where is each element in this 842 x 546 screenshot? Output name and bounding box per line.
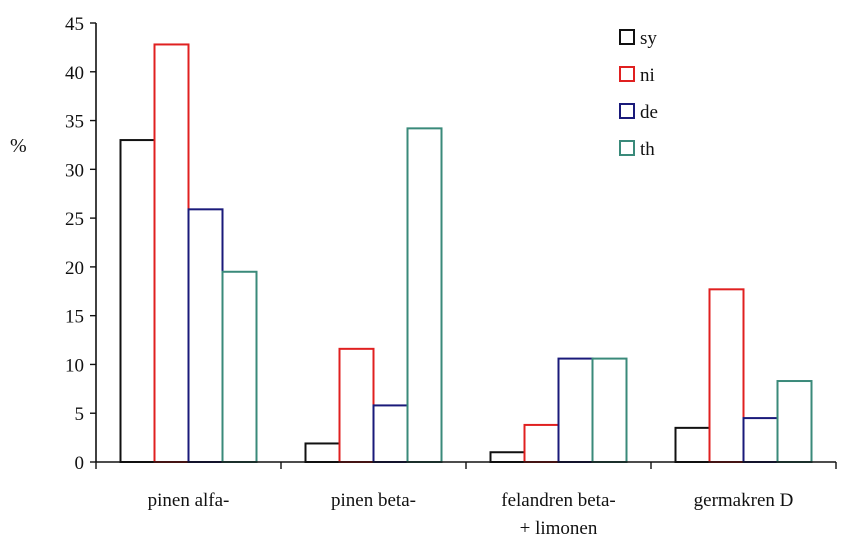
bar-ni-1 [153, 43, 190, 464]
bars [119, 43, 813, 464]
x-category-label: germakren D [694, 490, 794, 511]
bar-sy-3 [489, 451, 526, 464]
y-tick-label: 25 [65, 209, 84, 230]
legend-swatch-sy [619, 29, 635, 45]
bar-ni-4 [708, 288, 745, 463]
bar-sy-1 [119, 139, 156, 463]
legend-label-de: de [640, 102, 658, 123]
legend-label-ni: ni [640, 65, 655, 86]
x-axis-category-labels: pinen alfa-pinen beta-felandren beta-+ l… [148, 490, 794, 539]
bar-de-1 [187, 208, 224, 463]
bar-de-2 [372, 404, 409, 464]
y-axis-ticks: 0 5 10 15 20 25 30 35 40 45 [65, 14, 96, 474]
y-tick-label: 15 [65, 307, 84, 328]
bar-sy-2 [304, 442, 341, 464]
bar-sy-4 [674, 426, 711, 464]
bar-ni-3 [523, 423, 560, 464]
bar-th-3 [591, 357, 628, 464]
axes [95, 23, 837, 469]
legend: sy ni de th [619, 28, 658, 160]
x-category-label: pinen alfa- [148, 490, 230, 511]
legend-label-sy: sy [640, 28, 657, 49]
bar-th-4 [776, 380, 813, 464]
legend-swatch-ni [619, 66, 635, 82]
bar-ni-2 [338, 347, 375, 463]
bar-de-4 [742, 417, 779, 464]
y-tick-label: 5 [75, 404, 85, 425]
y-tick-label: 20 [65, 258, 84, 279]
bar-th-1 [221, 270, 258, 463]
y-tick-label: 30 [65, 160, 84, 181]
legend-swatch-th [619, 140, 635, 156]
x-category-label: pinen beta- [331, 490, 416, 511]
y-tick-label: 35 [65, 112, 84, 133]
bar-th-2 [406, 127, 443, 464]
y-tick-label: 0 [75, 453, 85, 474]
y-tick-label: 45 [65, 14, 84, 35]
y-tick-label: 40 [65, 63, 84, 84]
legend-swatch-de [619, 103, 635, 119]
legend-label-th: th [640, 139, 655, 160]
y-axis-label: % [10, 135, 27, 157]
y-tick-label: 10 [65, 355, 84, 376]
bar-de-3 [557, 357, 594, 464]
x-category-label: felandren beta-+ limonen [501, 490, 615, 539]
